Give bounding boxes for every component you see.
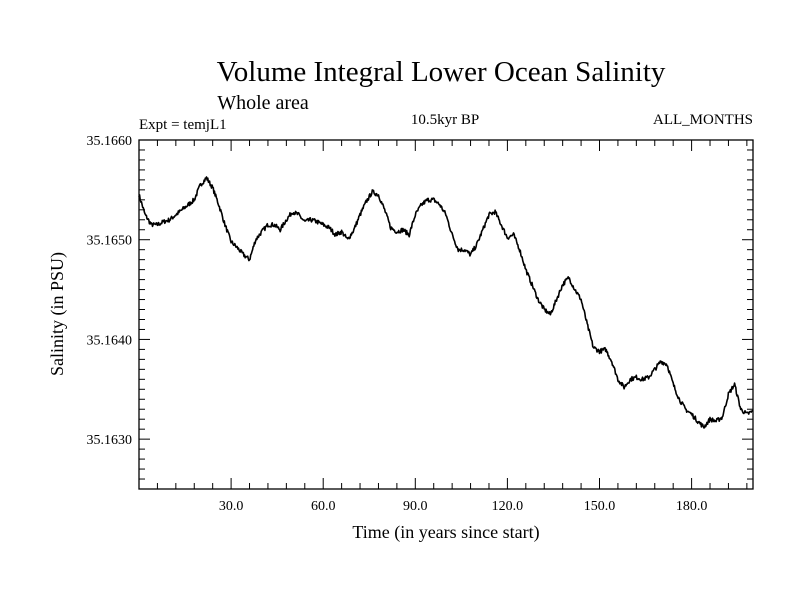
experiment-label: Expt = temjL1 — [139, 117, 227, 133]
x-axis-label: Time (in years since start) — [352, 522, 539, 543]
tick-marks — [139, 140, 753, 489]
tick-labels: 30.0 60.0 90.0 120.0 150.0 180.0 35.1630 35.164… — [87, 134, 708, 514]
plot-frame — [138, 139, 754, 490]
y-tick-label: 35.1640 — [87, 333, 133, 348]
months-label: ALL_MONTHS — [653, 112, 753, 128]
chart-subtitle: Whole area — [217, 92, 309, 114]
period-label: 10.5kyr BP — [411, 112, 479, 128]
x-tick-label: 180.0 — [676, 499, 708, 514]
x-tick-label: 150.0 — [584, 499, 616, 514]
x-tick-label: 120.0 — [492, 499, 524, 514]
y-tick-label: 35.1650 — [87, 234, 133, 249]
salinity-series-line — [138, 176, 754, 429]
y-tick-label: 35.1630 — [87, 433, 133, 448]
chart-title: Volume Integral Lower Ocean Salinity — [217, 56, 666, 88]
x-tick-label: 90.0 — [403, 499, 428, 514]
x-tick-label: 60.0 — [311, 499, 336, 514]
y-axis-label: Salinity (in PSU) — [47, 252, 68, 376]
y-tick-label: 35.1660 — [87, 134, 133, 149]
x-tick-label: 30.0 — [219, 499, 244, 514]
